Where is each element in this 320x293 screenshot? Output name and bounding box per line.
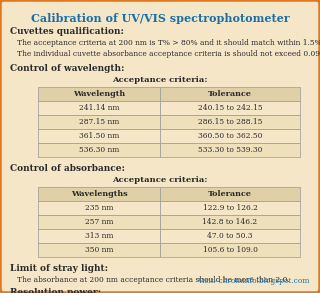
Text: 240.15 to 242.15: 240.15 to 242.15 (198, 104, 262, 112)
Text: 235 nm: 235 nm (85, 204, 113, 212)
Bar (38, 87, 160, 101)
Text: 122.9 to 126.2: 122.9 to 126.2 (203, 204, 257, 212)
Text: Tolerance: Tolerance (208, 190, 252, 198)
Text: The acceptance criteria at 200 nm is T% > 80% and it should match within 1.5%.: The acceptance criteria at 200 nm is T% … (10, 39, 320, 47)
Text: Acceptance criteria:: Acceptance criteria: (112, 76, 208, 84)
Text: The absorbance at 200 nm acceptance criteria should be more than 2.0.: The absorbance at 200 nm acceptance crit… (10, 276, 290, 284)
Bar (38, 187, 160, 201)
Bar (38, 101, 160, 115)
Text: 536.30 nm: 536.30 nm (79, 146, 119, 154)
Text: 313 nm: 313 nm (85, 232, 113, 240)
Text: Control of absorbance:: Control of absorbance: (10, 164, 125, 173)
Bar (38, 215, 160, 229)
Bar (160, 143, 300, 157)
Text: 47.0 to 50.3: 47.0 to 50.3 (207, 232, 253, 240)
Bar (38, 201, 160, 215)
Bar (160, 129, 300, 143)
Text: 533.30 to 539.30: 533.30 to 539.30 (198, 146, 262, 154)
Bar (160, 87, 300, 101)
Bar (160, 215, 300, 229)
Text: 286.15 to 288.15: 286.15 to 288.15 (198, 118, 262, 126)
Bar (160, 187, 300, 201)
Bar (160, 229, 300, 243)
Text: Calibration of UV/VIS spectrophotometer: Calibration of UV/VIS spectrophotometer (31, 13, 289, 24)
Text: 360.50 to 362.50: 360.50 to 362.50 (198, 132, 262, 140)
Text: The individual cuvette absorbance acceptance criteria is should not exceed 0.093: The individual cuvette absorbance accept… (10, 50, 320, 58)
Text: Tolerance: Tolerance (208, 90, 252, 98)
Bar (160, 115, 300, 129)
Text: 350 nm: 350 nm (85, 246, 113, 254)
Text: 241.14 nm: 241.14 nm (79, 104, 119, 112)
Text: 105.6 to 109.0: 105.6 to 109.0 (203, 246, 257, 254)
Text: Limit of stray light:: Limit of stray light: (10, 264, 108, 273)
Bar (38, 229, 160, 243)
Text: Wavelength: Wavelength (73, 90, 125, 98)
Bar (160, 101, 300, 115)
Text: Acceptance criteria:: Acceptance criteria: (112, 176, 208, 184)
Text: 257 nm: 257 nm (85, 218, 113, 226)
Bar (38, 129, 160, 143)
Text: 142.8 to 146.2: 142.8 to 146.2 (203, 218, 258, 226)
Bar (160, 201, 300, 215)
Bar (160, 243, 300, 257)
Text: 287.15 nm: 287.15 nm (79, 118, 119, 126)
Text: 361.50 nm: 361.50 nm (79, 132, 119, 140)
Text: Resolution power:: Resolution power: (10, 288, 101, 293)
Bar (38, 143, 160, 157)
Bar (38, 115, 160, 129)
Text: Cuvettes qualification:: Cuvettes qualification: (10, 27, 124, 36)
Bar (38, 243, 160, 257)
Text: Visit: chrominfo.blogspot.com: Visit: chrominfo.blogspot.com (197, 277, 310, 285)
Text: Wavelengths: Wavelengths (71, 190, 127, 198)
Text: Control of wavelength:: Control of wavelength: (10, 64, 124, 73)
